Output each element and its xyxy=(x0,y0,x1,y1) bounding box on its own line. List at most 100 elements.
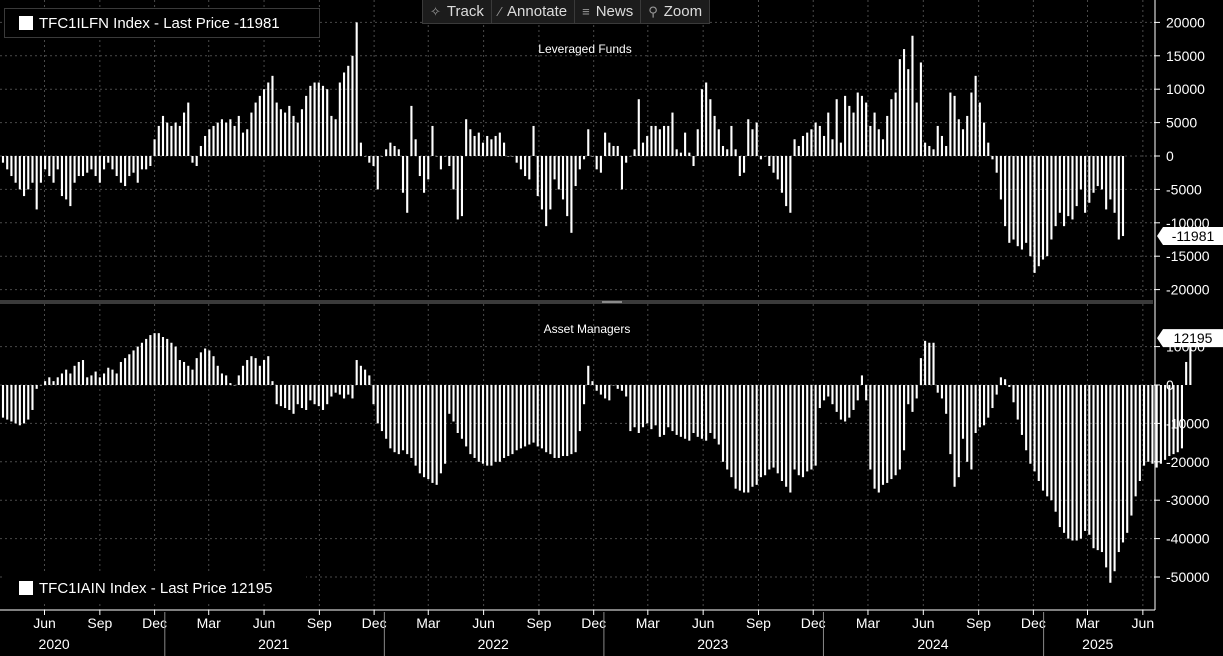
bar-0-218 xyxy=(919,62,922,157)
bar-1-107 xyxy=(452,385,455,422)
bar-1-205 xyxy=(865,385,868,401)
bar-1-231 xyxy=(974,385,977,433)
bar-1-122 xyxy=(515,385,518,451)
bar-0-73 xyxy=(309,85,312,156)
bar-0-133 xyxy=(561,156,565,200)
bar-0-23 xyxy=(98,156,101,183)
panel-divider-bar[interactable] xyxy=(0,300,1153,304)
bar-1-8 xyxy=(35,385,38,389)
bar-0-40 xyxy=(170,125,173,156)
track-button[interactable]: ✧ Track xyxy=(423,0,492,23)
bar-1-119 xyxy=(503,385,506,458)
annotate-button[interactable]: ∕ Annotate xyxy=(492,0,576,23)
bar-1-244 xyxy=(1029,385,1032,464)
bar-1-48 xyxy=(204,348,207,385)
bar-0-125 xyxy=(528,156,531,180)
bar-0-265 xyxy=(1117,156,1120,240)
bar-1-77 xyxy=(326,385,329,405)
bar-1-215 xyxy=(907,385,910,405)
bar-0-135 xyxy=(570,156,573,233)
bar-0-158 xyxy=(667,125,670,156)
news-button[interactable]: ≡ News xyxy=(575,0,642,23)
bar-1-24 xyxy=(103,373,106,385)
bar-0-214 xyxy=(903,49,906,157)
bar-1-100 xyxy=(423,385,426,478)
bar-0-127 xyxy=(536,156,539,197)
bar-0-219 xyxy=(924,142,927,156)
bar-0-47 xyxy=(199,145,202,156)
bar-0-57 xyxy=(241,132,245,156)
bar-0-106 xyxy=(448,156,451,167)
bar-0-65 xyxy=(275,102,278,156)
bar-1-191 xyxy=(806,385,809,472)
bar-0-0 xyxy=(1,156,5,163)
bar-1-127 xyxy=(536,385,539,447)
bar-0-44 xyxy=(187,102,190,156)
bar-1-118 xyxy=(498,385,501,462)
bar-0-21 xyxy=(90,156,93,170)
bar-0-138 xyxy=(583,156,586,160)
bar-1-271 xyxy=(1143,385,1146,466)
bar-1-159 xyxy=(671,385,674,432)
bar-0-97 xyxy=(410,105,413,156)
bar-1-32 xyxy=(136,346,139,385)
x-tick-label-12: Jun xyxy=(692,615,715,631)
zoom-button[interactable]: ⚲ Zoom xyxy=(641,0,709,23)
bar-1-114 xyxy=(481,385,485,464)
bar-1-211 xyxy=(890,385,893,480)
bar-0-52 xyxy=(220,119,223,156)
bar-0-247 xyxy=(1041,156,1045,260)
bar-0-27 xyxy=(115,156,118,177)
bar-0-185 xyxy=(780,156,783,193)
bar-1-110 xyxy=(465,385,468,447)
bar-0-157 xyxy=(663,125,666,156)
bar-0-61 xyxy=(258,95,261,156)
magnifier-icon: ⚲ xyxy=(648,3,658,19)
bar-1-278 xyxy=(1172,385,1175,455)
bar-1-157 xyxy=(663,385,666,435)
bar-0-190 xyxy=(801,135,805,156)
panel-divider[interactable] xyxy=(0,300,1153,304)
bar-1-29 xyxy=(124,358,127,385)
bar-1-130 xyxy=(549,385,552,455)
bar-0-234 xyxy=(987,142,990,156)
bar-0-169 xyxy=(713,115,716,156)
bar-0-193 xyxy=(814,122,817,156)
bar-1-70 xyxy=(296,385,299,405)
bar-0-184 xyxy=(776,156,779,180)
bar-1-103 xyxy=(435,385,438,485)
bar-0-165 xyxy=(696,129,699,156)
x-tick-label-0: Jun xyxy=(33,615,56,631)
bar-1-55 xyxy=(233,385,236,386)
y-tick-label-1-4: -30000 xyxy=(1166,492,1210,508)
bar-1-221 xyxy=(932,342,935,385)
bar-1-39 xyxy=(166,338,169,385)
bar-1-0 xyxy=(1,385,5,418)
x-tick-label-3: Mar xyxy=(197,615,221,631)
bar-1-98 xyxy=(414,385,417,466)
bar-0-50 xyxy=(212,125,215,156)
bar-1-234 xyxy=(987,385,990,418)
bar-0-206 xyxy=(869,125,872,156)
last-value-label-0: -11981 xyxy=(1172,228,1215,244)
panel-divider-grip[interactable] xyxy=(602,301,622,303)
bar-1-116 xyxy=(490,385,493,466)
bar-0-141 xyxy=(595,156,598,170)
bar-0-24 xyxy=(103,156,106,170)
bar-1-71 xyxy=(300,385,303,409)
bar-1-226 xyxy=(953,385,956,487)
bar-1-10 xyxy=(44,381,47,385)
bar-1-137 xyxy=(578,385,581,432)
track-label: Track xyxy=(446,3,484,20)
bar-1-264 xyxy=(1113,385,1116,572)
bar-1-120 xyxy=(507,385,510,457)
bar-1-165 xyxy=(696,385,699,437)
bar-1-254 xyxy=(1071,385,1074,541)
bar-0-55 xyxy=(233,125,236,156)
bar-0-62 xyxy=(263,89,266,156)
bar-1-268 xyxy=(1130,385,1133,516)
bar-1-222 xyxy=(936,385,939,393)
bar-1-115 xyxy=(486,385,489,466)
y-tick-label-0-7: -15000 xyxy=(1166,248,1210,264)
